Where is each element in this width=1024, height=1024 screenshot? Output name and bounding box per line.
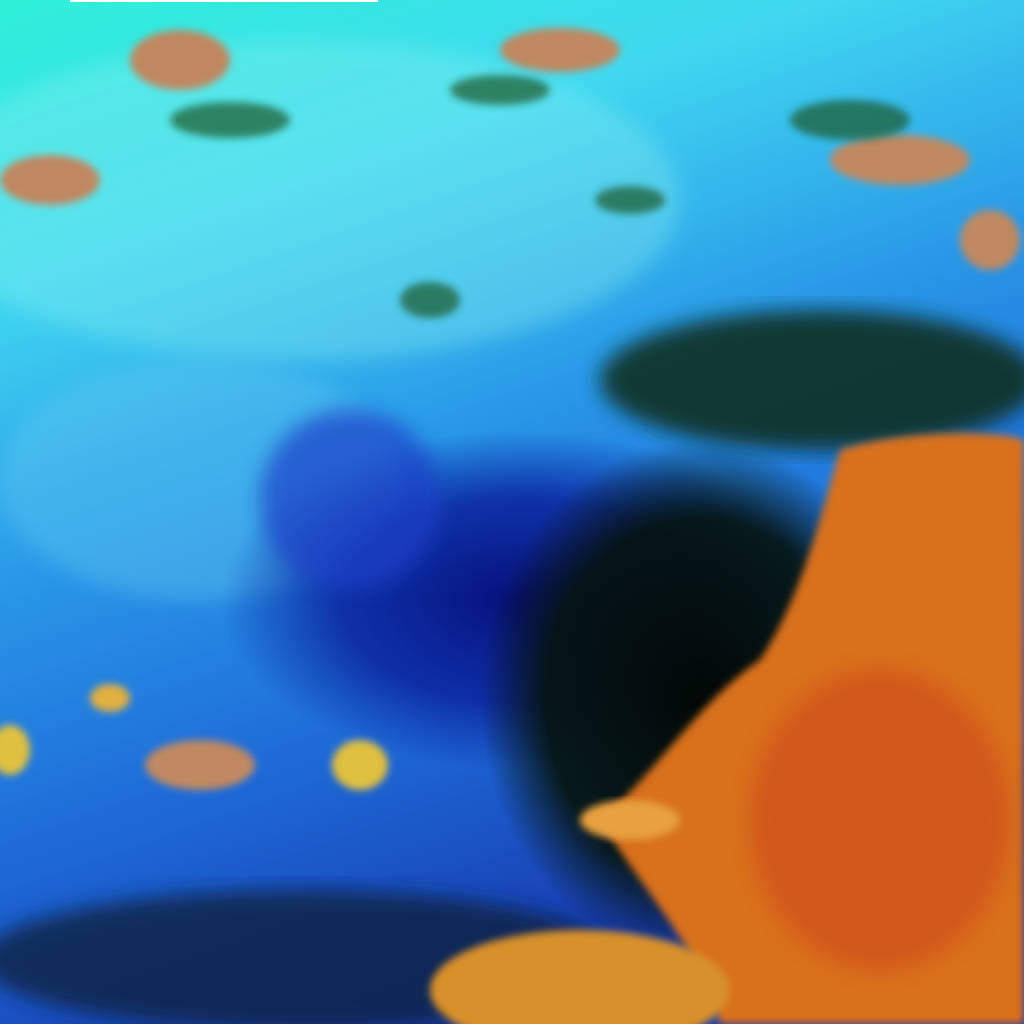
top-edge-bar: [70, 0, 378, 2]
vegetation-patches: [170, 75, 910, 318]
land-patches: [0, 28, 1020, 790]
